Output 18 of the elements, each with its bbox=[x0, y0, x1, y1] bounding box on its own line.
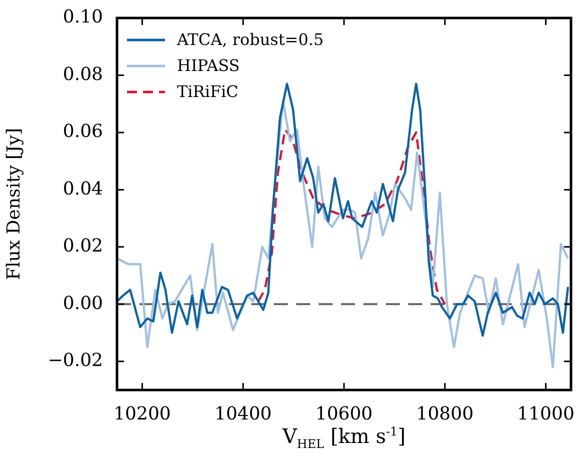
y-axis-title: Flux Density [Jy] bbox=[3, 128, 24, 280]
y-tick-label: 0.02 bbox=[62, 236, 103, 257]
y-tick-label: 0.00 bbox=[62, 292, 103, 314]
x-axis-title: V$_{HEL}$ [km s$^{-1}$] bbox=[281, 424, 407, 451]
y-tick-label: 0.04 bbox=[62, 178, 103, 200]
x-tick-label: 10800 bbox=[416, 403, 474, 424]
line-series bbox=[257, 128, 446, 306]
legend-label: HIPASS bbox=[177, 56, 240, 76]
legend-label: TiRiFiC bbox=[177, 82, 238, 102]
x-tick-label: 10200 bbox=[114, 403, 171, 424]
y-tick-label: −0.02 bbox=[48, 350, 103, 372]
x-tick-label: 11000 bbox=[517, 403, 574, 424]
legend-label: ATCA, robust=0.5 bbox=[176, 30, 324, 50]
y-tick-label: 0.08 bbox=[62, 64, 103, 85]
x-tick-label: 10400 bbox=[214, 403, 272, 424]
y-tick-label: 0.10 bbox=[62, 6, 103, 28]
x-tick-label: 10600 bbox=[315, 403, 373, 424]
y-tick-label: 0.06 bbox=[62, 121, 103, 142]
